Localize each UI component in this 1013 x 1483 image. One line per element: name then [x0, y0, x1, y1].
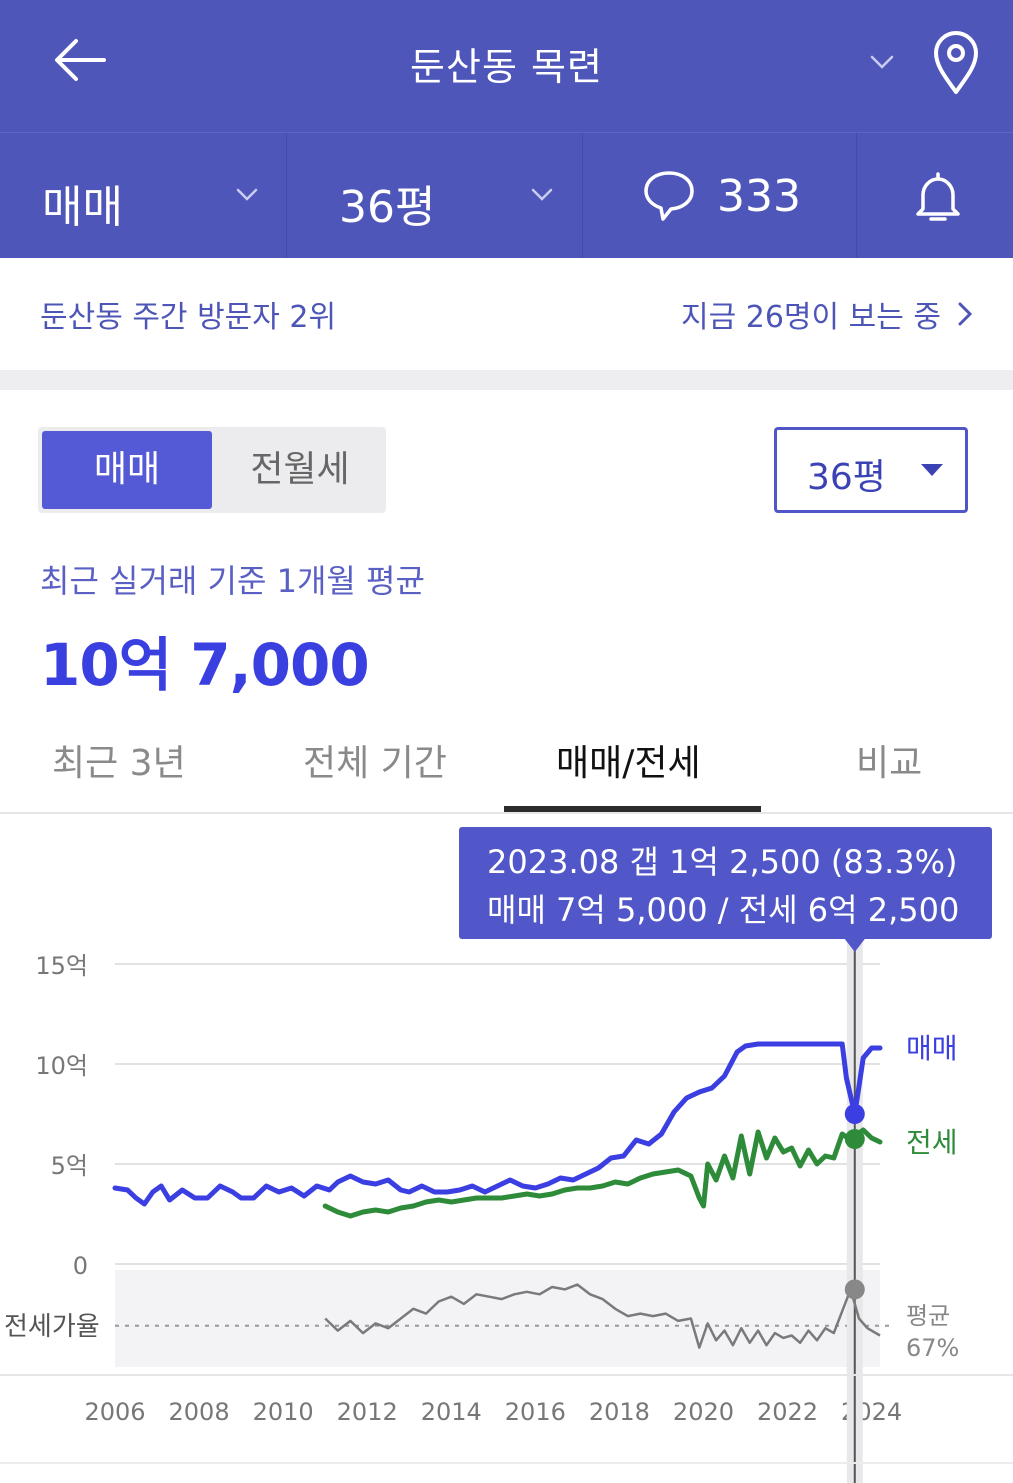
tab-sale-jeonse[interactable]: 매매/전세	[556, 743, 701, 784]
tab-recent-3y[interactable]: 최근 3년	[52, 743, 186, 784]
tooltip-pointer	[844, 939, 865, 952]
trade-type-select[interactable]: 매매	[0, 133, 286, 259]
ratio-line	[324, 1283, 881, 1349]
app-header: 둔산동 목련	[0, 0, 1013, 132]
speech-bubble-icon	[644, 171, 694, 221]
segment-sale[interactable]: 매매	[42, 431, 212, 509]
ratio-highlight-dot	[844, 1279, 865, 1300]
y-tick-label: 15억	[35, 952, 88, 980]
x-tick-label: 2018	[589, 1398, 650, 1426]
x-tick-label: 2008	[169, 1398, 230, 1426]
sale-highlight-dot	[844, 1104, 865, 1124]
page-title[interactable]: 둔산동 목련	[410, 45, 603, 89]
x-tick-label: 2020	[673, 1398, 734, 1426]
y-tick-label: 5억	[51, 1152, 88, 1180]
x-tick-label: 2010	[253, 1398, 314, 1426]
section-divider	[0, 370, 1013, 390]
x-tick-label: 2012	[337, 1398, 398, 1426]
y-tick-label: 0	[73, 1252, 88, 1280]
now-viewing-text: 지금 26명이 보는 중	[681, 300, 941, 335]
x-tick-label: 2006	[84, 1398, 145, 1426]
filter-bar: 매매 36평 333	[0, 132, 1013, 259]
location-button[interactable]	[928, 28, 984, 96]
tab-compare[interactable]: 비교	[856, 743, 923, 784]
comments-button[interactable]: 333	[583, 133, 856, 259]
jeonse-highlight-dot	[844, 1129, 865, 1149]
ratio-average-label: 평균	[906, 1302, 950, 1330]
average-caption: 최근 실거래 기준 1개월 평균	[40, 562, 425, 600]
period-tabs: 최근 3년 전체 기간 매매/전세 비교	[0, 712, 1013, 812]
ratio-band	[115, 1270, 880, 1367]
average-price: 10억 7,000	[40, 631, 370, 699]
trade-segment-control: 매매 전월세	[38, 427, 386, 513]
area-filter-select[interactable]: 36평	[287, 133, 582, 259]
chart-tooltip: 2023.08 갭 1억 2,500 (83.3%) 매매 7억 5,000 /…	[459, 827, 992, 939]
chevron-right-icon	[958, 302, 973, 326]
chevron-down-icon	[236, 188, 258, 201]
x-tick-label: 2014	[421, 1398, 482, 1426]
trade-type-label: 매매	[42, 182, 123, 233]
caret-down-icon	[921, 464, 943, 476]
x-tick-label: 2016	[505, 1398, 566, 1426]
area-dropdown-value: 36평	[807, 457, 886, 498]
y-tick-label: 10억	[35, 1052, 88, 1080]
comments-count: 333	[717, 171, 801, 222]
jeonse-series-label: 전세	[906, 1126, 958, 1159]
sale-series-label: 매매	[906, 1032, 958, 1065]
segment-rent[interactable]: 전월세	[250, 449, 350, 490]
price-chart[interactable]: 15억 10억 5억 0 2006 2008 2010 2012 2014 2016 2018 202…	[0, 830, 1013, 1483]
ratio-axis-label: 전세가율	[4, 1312, 100, 1342]
active-tab-indicator	[504, 806, 761, 812]
chevron-down-icon	[870, 55, 894, 69]
bell-icon	[916, 172, 960, 221]
chevron-down-icon	[531, 188, 553, 201]
map-pin-icon	[934, 31, 978, 94]
tab-all-period[interactable]: 전체 기간	[303, 743, 447, 784]
arrow-left-icon	[55, 39, 106, 81]
sale-price-line	[112, 1041, 883, 1207]
title-dropdown-button[interactable]	[864, 44, 900, 80]
tooltip-price-line: 매매 7억 5,000 / 전세 6억 2,500	[487, 891, 960, 929]
visitor-rank-text: 둔산동 주간 방문자 2위	[40, 300, 337, 335]
notification-button[interactable]	[857, 133, 1013, 259]
price-chart-svg: 15억 10억 5억 0 2006 2008 2010 2012 2014 2016 2018 202…	[4, 938, 959, 1483]
area-filter-label: 36평	[339, 182, 436, 233]
visitor-banner[interactable]: 둔산동 주간 방문자 2위 지금 26명이 보는 중	[0, 258, 1013, 370]
jeonse-price-line	[322, 1127, 883, 1219]
area-dropdown[interactable]: 36평	[774, 427, 968, 513]
tooltip-gap-line: 2023.08 갭 1억 2,500 (83.3%)	[487, 843, 958, 881]
ratio-average-value: 67%	[906, 1334, 959, 1362]
x-tick-label: 2022	[757, 1398, 818, 1426]
back-button[interactable]	[46, 30, 116, 90]
